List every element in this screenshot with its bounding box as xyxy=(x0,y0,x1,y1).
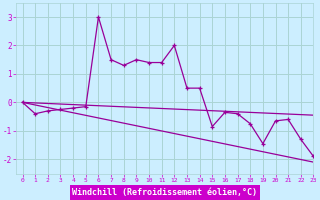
X-axis label: Windchill (Refroidissement éolien,°C): Windchill (Refroidissement éolien,°C) xyxy=(72,188,257,197)
